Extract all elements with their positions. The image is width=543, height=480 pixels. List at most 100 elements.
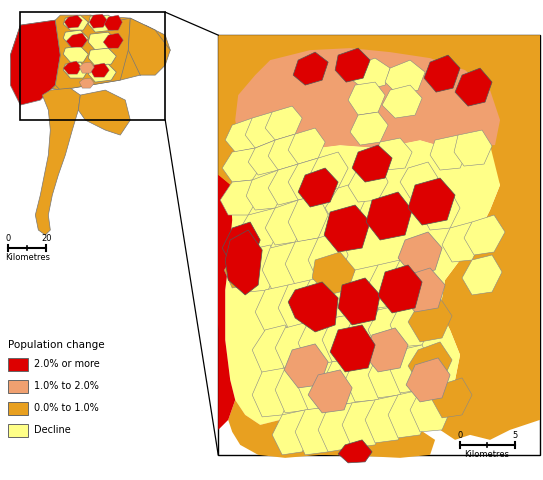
Polygon shape (262, 242, 305, 290)
Polygon shape (90, 63, 109, 77)
Polygon shape (278, 280, 320, 328)
Polygon shape (373, 138, 412, 170)
Text: 0: 0 (6, 234, 11, 243)
Polygon shape (255, 285, 295, 332)
Text: Population change: Population change (8, 340, 105, 350)
Polygon shape (300, 275, 342, 322)
Bar (8, 424, 28, 437)
Polygon shape (222, 148, 262, 182)
Polygon shape (408, 178, 455, 225)
Polygon shape (252, 368, 292, 417)
Polygon shape (218, 175, 235, 430)
Polygon shape (293, 52, 328, 85)
Polygon shape (89, 32, 116, 50)
Polygon shape (352, 145, 392, 182)
Polygon shape (238, 245, 278, 292)
Polygon shape (224, 248, 258, 288)
Polygon shape (322, 270, 365, 318)
Polygon shape (400, 162, 438, 198)
Bar (8, 380, 28, 393)
Polygon shape (89, 64, 116, 82)
Polygon shape (338, 440, 372, 463)
Polygon shape (275, 322, 318, 370)
Polygon shape (368, 305, 410, 352)
Polygon shape (225, 118, 262, 152)
Polygon shape (322, 358, 365, 405)
Bar (8, 402, 28, 415)
Polygon shape (78, 90, 130, 135)
Polygon shape (408, 342, 452, 385)
Polygon shape (288, 195, 328, 242)
Polygon shape (298, 362, 342, 410)
Polygon shape (430, 140, 540, 440)
Polygon shape (265, 200, 305, 245)
Polygon shape (288, 158, 328, 200)
Polygon shape (246, 170, 285, 210)
Polygon shape (104, 15, 122, 30)
Polygon shape (388, 390, 430, 438)
Polygon shape (235, 48, 500, 160)
Polygon shape (288, 282, 338, 332)
Polygon shape (378, 265, 422, 313)
Polygon shape (368, 350, 410, 398)
Polygon shape (308, 232, 348, 282)
Polygon shape (325, 182, 365, 225)
Polygon shape (318, 403, 362, 452)
Polygon shape (364, 328, 408, 372)
Bar (20, 12, 165, 120)
Polygon shape (348, 165, 388, 202)
Polygon shape (464, 215, 505, 255)
Polygon shape (66, 33, 87, 47)
Polygon shape (420, 190, 460, 230)
Polygon shape (64, 15, 83, 28)
Polygon shape (322, 314, 365, 362)
Polygon shape (352, 58, 390, 90)
Polygon shape (455, 68, 492, 106)
Polygon shape (225, 140, 500, 430)
Polygon shape (79, 78, 94, 88)
Polygon shape (298, 318, 342, 365)
Polygon shape (218, 35, 540, 185)
Bar (218, 35, 540, 455)
Polygon shape (368, 260, 410, 308)
Polygon shape (308, 152, 348, 195)
Polygon shape (268, 164, 308, 205)
Polygon shape (252, 325, 292, 373)
Polygon shape (228, 400, 435, 458)
Polygon shape (345, 310, 388, 358)
Polygon shape (348, 82, 385, 115)
Polygon shape (295, 407, 338, 455)
Polygon shape (55, 15, 130, 90)
Text: 0: 0 (457, 431, 463, 440)
Polygon shape (89, 14, 108, 28)
Polygon shape (424, 55, 460, 92)
Polygon shape (382, 85, 422, 118)
Polygon shape (410, 385, 452, 432)
Polygon shape (225, 230, 262, 295)
Text: 5: 5 (513, 431, 517, 440)
Polygon shape (238, 208, 280, 250)
Polygon shape (245, 112, 282, 148)
Polygon shape (285, 238, 328, 285)
Polygon shape (64, 30, 89, 46)
Polygon shape (350, 112, 388, 145)
Polygon shape (115, 25, 171, 75)
Polygon shape (408, 298, 452, 342)
Polygon shape (338, 278, 380, 325)
Polygon shape (64, 15, 89, 30)
Text: 0.0% to 1.0%: 0.0% to 1.0% (34, 403, 99, 413)
Polygon shape (220, 180, 258, 215)
Polygon shape (406, 358, 450, 402)
Polygon shape (64, 46, 89, 62)
Text: 2.0% or more: 2.0% or more (34, 360, 100, 370)
Polygon shape (10, 15, 160, 90)
Polygon shape (390, 345, 432, 393)
Polygon shape (128, 18, 171, 75)
Polygon shape (89, 48, 116, 66)
Polygon shape (400, 268, 445, 312)
Polygon shape (218, 175, 232, 330)
Text: 20: 20 (41, 234, 52, 243)
Polygon shape (345, 354, 388, 402)
Polygon shape (442, 222, 482, 262)
Polygon shape (35, 88, 80, 235)
